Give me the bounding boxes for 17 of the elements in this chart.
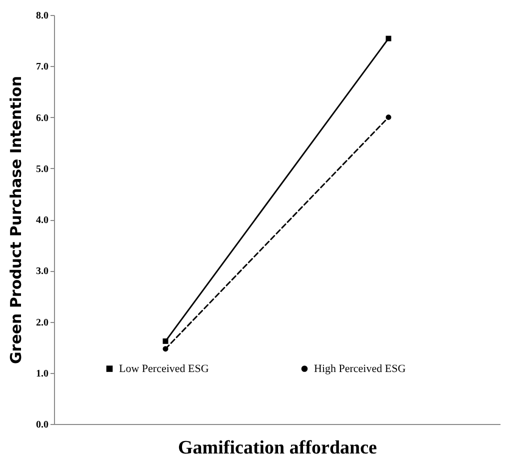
point (386, 36, 392, 42)
y-tick-label: 0.0 (36, 420, 48, 430)
point (162, 338, 168, 344)
y-tick-label: 7.0 (36, 62, 48, 73)
point (162, 346, 168, 352)
x-axis-title: Gamification affordance (178, 438, 377, 458)
legend-label: Low Perceived ESG (119, 362, 209, 375)
y-tick-label: 3.0 (36, 266, 48, 278)
y-tick-label: 8.0 (36, 10, 48, 22)
y-tick-label: 2.0 (36, 317, 48, 328)
point (386, 114, 392, 120)
y-axis-title: Green Product Purchase Intention (7, 76, 25, 364)
y-tick-label: 4.0 (36, 215, 48, 226)
y-tick-label: 5.0 (36, 164, 48, 175)
y-tick-label: 6.0 (36, 112, 48, 124)
legend-label: High Perceived ESG (314, 362, 406, 375)
y-tick-label: 1.0 (36, 368, 48, 380)
